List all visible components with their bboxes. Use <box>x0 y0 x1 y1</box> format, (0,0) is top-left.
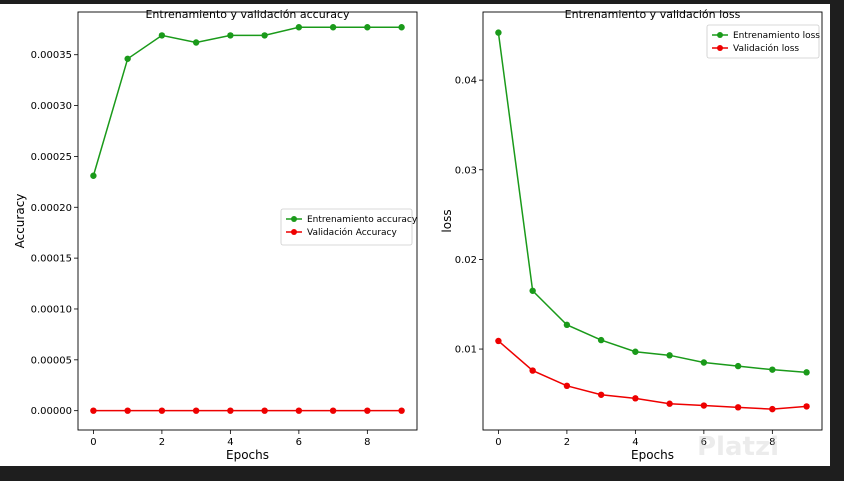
legend-marker <box>717 32 723 38</box>
chart-title: Entrenamiento y validación accuracy <box>145 8 350 21</box>
chart-title: Entrenamiento y validación loss <box>565 8 741 21</box>
legend: Entrenamiento accuracy Validación Accurac… <box>280 208 418 246</box>
data-point <box>495 337 502 345</box>
y-tick-label: 0.00000 <box>31 406 72 417</box>
y-tick-label: 0.00005 <box>31 355 72 366</box>
y-tick-label: 0.00010 <box>31 304 72 315</box>
data-point <box>124 407 131 414</box>
y-axis-label: Accuracy <box>13 194 27 249</box>
x-tick-label: 4 <box>632 437 638 448</box>
legend-box <box>706 24 820 59</box>
data-point <box>398 24 405 31</box>
data-point <box>398 407 405 414</box>
data-point <box>261 32 268 39</box>
legend-marker <box>291 229 297 235</box>
legend-marker <box>717 45 723 51</box>
data-point <box>734 362 742 370</box>
data-point <box>666 352 673 359</box>
data-point <box>158 32 166 39</box>
data-point <box>192 39 200 46</box>
data-point <box>700 402 708 409</box>
data-point <box>295 407 303 414</box>
data-point <box>734 404 742 411</box>
legend-label: Validación Accuracy <box>307 227 397 238</box>
data-point <box>529 287 536 294</box>
data-point <box>329 24 337 31</box>
legend: Entrenamiento loss Validación loss <box>706 24 820 59</box>
data-point <box>261 407 268 414</box>
plot-area-frame <box>482 11 823 431</box>
legend-label: Entrenamiento loss <box>733 31 820 41</box>
data-point <box>700 359 708 366</box>
y-tick-label: 0.00020 <box>31 203 72 214</box>
data-point <box>192 407 200 414</box>
y-tick-label: 0.00030 <box>31 101 72 112</box>
data-point <box>227 407 234 414</box>
figure-canvas: Entrenamiento y validación accuracy 0 2 4 6 8… <box>0 4 830 466</box>
figure-svg: Entrenamiento y validación accuracy 0 2 4 6 8… <box>13 8 823 462</box>
x-tick-label: 2 <box>159 437 165 448</box>
plot-area-frame <box>77 11 418 431</box>
y-tick-label: 0.03 <box>455 165 477 176</box>
chart-panel-0: Entrenamiento y validación accuracy 0 2 4 6 8… <box>13 8 418 462</box>
data-point <box>90 407 97 414</box>
legend-box <box>280 208 413 246</box>
data-point <box>563 321 571 329</box>
x-tick-label: 6 <box>296 437 302 448</box>
x-tick-label: 8 <box>769 437 775 448</box>
y-tick-label: 0.00035 <box>31 50 72 61</box>
data-point <box>227 32 234 39</box>
x-tick-label: 2 <box>564 437 570 448</box>
legend-marker <box>291 216 297 222</box>
y-tick-label: 0.00025 <box>31 152 72 163</box>
data-point <box>803 403 810 410</box>
x-tick-label: 0 <box>90 437 96 448</box>
y-tick-label: 0.01 <box>455 345 477 356</box>
data-point <box>364 24 371 31</box>
data-point <box>90 172 97 179</box>
data-point <box>124 55 131 62</box>
data-point <box>632 395 639 402</box>
y-axis-label: loss <box>440 209 454 232</box>
x-axis-label: Epochs <box>631 448 674 462</box>
data-point <box>563 382 571 390</box>
data-point <box>632 348 639 355</box>
x-tick-label: 6 <box>701 437 707 448</box>
series-line-1 <box>497 340 807 410</box>
data-point <box>364 407 371 414</box>
data-point <box>597 336 605 344</box>
data-point <box>495 29 502 36</box>
y-tick-label: 0.00015 <box>31 254 72 265</box>
data-point <box>329 407 337 414</box>
legend-label: Validación loss <box>733 43 799 54</box>
data-point <box>769 405 776 413</box>
data-point <box>666 400 673 407</box>
data-point <box>769 366 776 373</box>
legend-label: Entrenamiento accuracy <box>307 215 418 225</box>
chart-panel-1: Entrenamiento y validación loss 0 2 4 6 8 0.01… <box>440 8 823 462</box>
y-tick-label: 0.02 <box>455 255 477 266</box>
data-point <box>295 24 303 31</box>
x-tick-label: 0 <box>495 437 501 448</box>
series-line-0 <box>497 32 807 374</box>
x-axis-label: Epochs <box>226 448 269 462</box>
x-tick-label: 8 <box>364 437 370 448</box>
data-point <box>158 407 166 414</box>
x-tick-label: 4 <box>227 437 233 448</box>
platzi-watermark: Platzi <box>697 432 779 462</box>
series-line-0 <box>92 26 402 176</box>
y-tick-label: 0.04 <box>455 76 477 87</box>
data-point <box>803 369 810 376</box>
data-point <box>597 391 605 398</box>
data-point <box>529 367 536 374</box>
